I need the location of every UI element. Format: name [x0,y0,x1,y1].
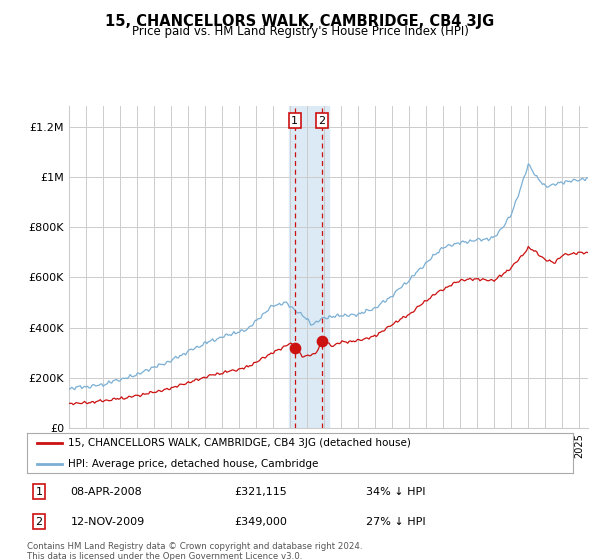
Text: 12-NOV-2009: 12-NOV-2009 [71,517,145,527]
Text: 08-APR-2008: 08-APR-2008 [71,487,142,497]
Bar [289,106,329,428]
Text: 27% ↓ HPI: 27% ↓ HPI [365,517,425,527]
Point [317,336,327,345]
Text: 2: 2 [35,517,43,527]
Text: £349,000: £349,000 [235,517,287,527]
Text: 34% ↓ HPI: 34% ↓ HPI [365,487,425,497]
Text: 15, CHANCELLORS WALK, CAMBRIDGE, CB4 3JG: 15, CHANCELLORS WALK, CAMBRIDGE, CB4 3JG [106,14,494,29]
Text: HPI: Average price, detached house, Cambridge: HPI: Average price, detached house, Camb… [68,459,319,469]
Text: Contains HM Land Registry data © Crown copyright and database right 2024.
This d: Contains HM Land Registry data © Crown c… [27,542,362,560]
Text: 15, CHANCELLORS WALK, CAMBRIDGE, CB4 3JG (detached house): 15, CHANCELLORS WALK, CAMBRIDGE, CB4 3JG… [68,438,411,449]
Text: £321,115: £321,115 [235,487,287,497]
Point [290,343,299,352]
Text: 1: 1 [35,487,43,497]
Text: Price paid vs. HM Land Registry's House Price Index (HPI): Price paid vs. HM Land Registry's House … [131,25,469,38]
Text: 1: 1 [292,116,298,126]
Text: 2: 2 [319,116,326,126]
